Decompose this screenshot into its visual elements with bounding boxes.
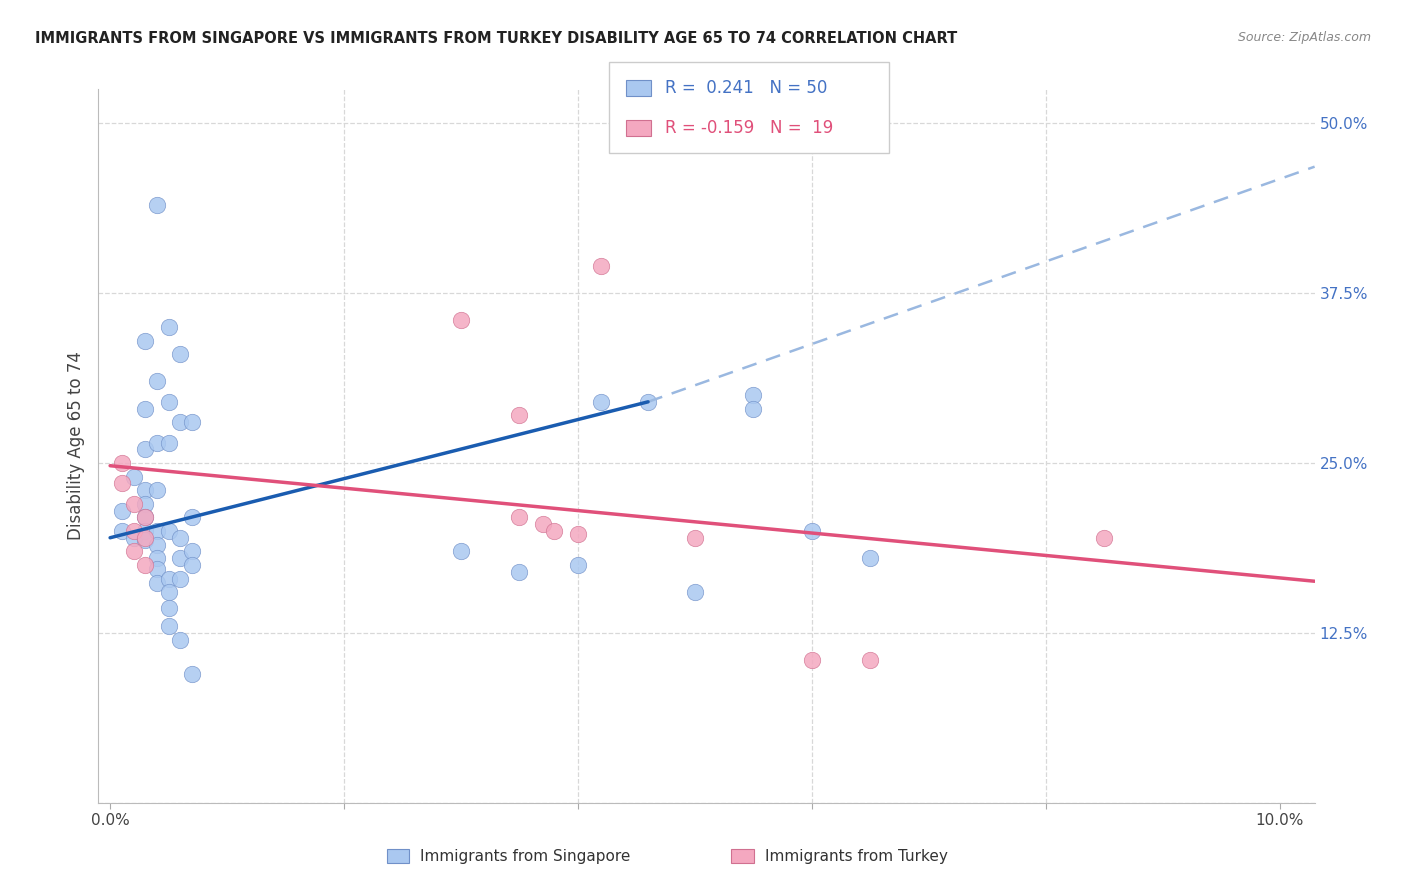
Point (508, 565, 530, 579)
Point (567, 526, 589, 541)
Point (134, 334, 156, 348)
Point (134, 524, 156, 538)
Point (683, 585, 706, 599)
Point (134, 442, 156, 457)
Point (567, 558, 589, 572)
Point (742, 401, 765, 416)
Point (181, 666, 204, 681)
Point (146, 375, 169, 389)
Point (134, 510, 156, 524)
Point (146, 562, 169, 576)
Point (181, 510, 204, 524)
Point (508, 409, 530, 423)
Point (146, 483, 169, 498)
Point (169, 347, 191, 361)
Text: R = -0.159   N =  19: R = -0.159 N = 19 (665, 119, 834, 137)
Point (134, 531, 156, 545)
Point (146, 435, 169, 450)
Point (169, 531, 191, 545)
Point (683, 531, 706, 545)
Point (181, 544, 204, 558)
Point (122, 531, 145, 545)
Point (111, 456, 134, 470)
Y-axis label: Disability Age 65 to 74: Disability Age 65 to 74 (66, 351, 84, 541)
Point (591, 259, 613, 273)
Point (591, 394, 613, 409)
Point (157, 619, 180, 633)
Point (1092, 531, 1115, 545)
Point (157, 601, 180, 615)
Point (134, 510, 156, 524)
Point (146, 198, 169, 212)
Point (859, 653, 882, 667)
Point (146, 537, 169, 551)
Point (146, 575, 169, 590)
Point (134, 533, 156, 548)
Point (122, 524, 145, 538)
Point (450, 313, 472, 327)
Point (543, 524, 565, 538)
Point (157, 585, 180, 599)
Point (157, 435, 180, 450)
Point (742, 388, 765, 402)
Point (800, 653, 823, 667)
Point (181, 415, 204, 429)
Point (637, 394, 659, 409)
Point (508, 510, 530, 524)
Point (800, 524, 823, 538)
Point (169, 572, 191, 586)
Point (169, 632, 191, 647)
Point (169, 551, 191, 566)
Point (157, 320, 180, 334)
Point (122, 497, 145, 511)
Point (122, 469, 145, 483)
Point (169, 415, 191, 429)
Text: Immigrants from Singapore: Immigrants from Singapore (420, 849, 631, 863)
Point (111, 476, 134, 491)
Text: Immigrants from Turkey: Immigrants from Turkey (765, 849, 948, 863)
Point (134, 497, 156, 511)
Point (859, 551, 882, 566)
Point (157, 524, 180, 538)
Point (157, 394, 180, 409)
Point (181, 558, 204, 572)
Text: Source: ZipAtlas.com: Source: ZipAtlas.com (1237, 31, 1371, 45)
Point (146, 524, 169, 538)
Point (134, 483, 156, 498)
Point (134, 401, 156, 416)
Point (111, 524, 134, 538)
Text: IMMIGRANTS FROM SINGAPORE VS IMMIGRANTS FROM TURKEY DISABILITY AGE 65 TO 74 CORR: IMMIGRANTS FROM SINGAPORE VS IMMIGRANTS … (35, 31, 957, 46)
Point (146, 551, 169, 566)
Point (157, 572, 180, 586)
Point (111, 503, 134, 517)
Point (450, 544, 472, 558)
Text: R =  0.241   N = 50: R = 0.241 N = 50 (665, 78, 827, 97)
Point (122, 544, 145, 558)
Point (134, 558, 156, 572)
Point (531, 517, 554, 532)
